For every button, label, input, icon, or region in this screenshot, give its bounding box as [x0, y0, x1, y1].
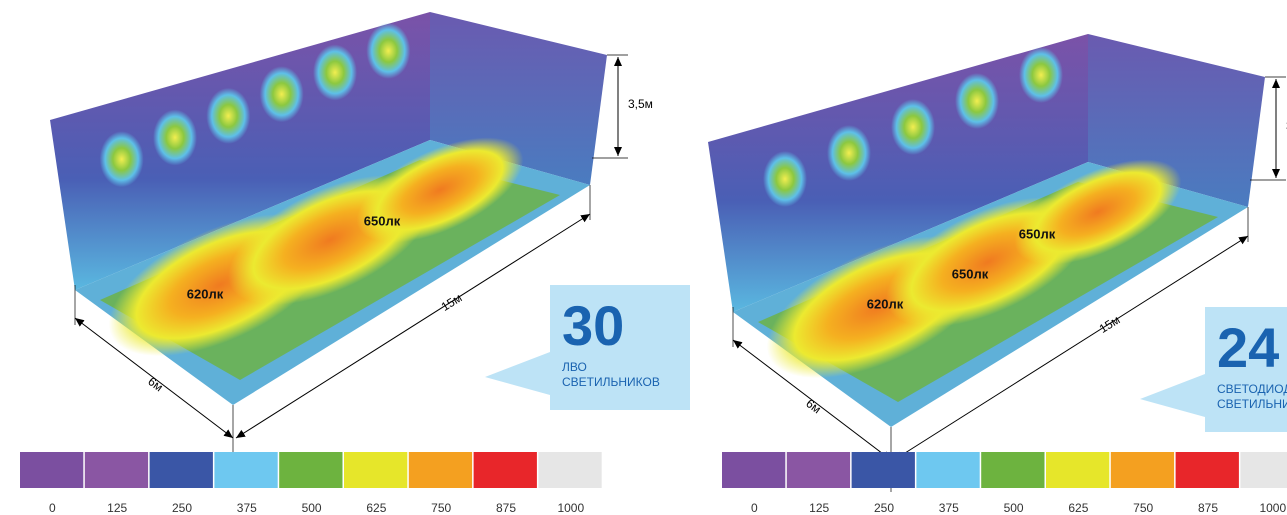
- dim-line: [893, 235, 1249, 461]
- legend-tick: 0: [49, 501, 56, 515]
- wall-light: [153, 109, 197, 166]
- legend-swatch: [1046, 452, 1110, 488]
- fixture-count: 24: [1217, 316, 1279, 379]
- legend-tick: 500: [302, 501, 322, 515]
- wall-light: [99, 131, 144, 188]
- width-label: 6м: [145, 374, 165, 394]
- badge: [485, 285, 690, 410]
- legend-swatch: [1110, 452, 1175, 488]
- length-label: 15м: [439, 291, 465, 314]
- fixture-caption: ЛВО: [562, 360, 587, 374]
- legend-swatch: [851, 452, 915, 488]
- lux-label: 650лк: [952, 266, 989, 281]
- lux-label: 650лк: [364, 213, 401, 228]
- wall-light: [891, 99, 935, 155]
- wall-light: [259, 66, 304, 123]
- legend-swatch: [916, 452, 980, 488]
- legend-swatch: [1240, 452, 1287, 488]
- legend-tick: 375: [939, 501, 959, 515]
- legend-swatch: [408, 452, 473, 488]
- legend-tick: 0: [751, 501, 758, 515]
- legend-tick: 125: [809, 501, 829, 515]
- room-panel: 6м15м3,5м620лк650лк650лк24СВЕТОДИОДНЫХСВ…: [708, 34, 1287, 492]
- legend-tick: 625: [1068, 501, 1088, 515]
- legend-swatch: [786, 452, 851, 488]
- legend-swatch: [1175, 452, 1239, 488]
- wall-light: [955, 73, 999, 129]
- legend-swatch: [981, 452, 1045, 488]
- legend-tick: 375: [237, 501, 257, 515]
- fixture-count: 30: [562, 294, 624, 357]
- height-label: 3,5м: [628, 97, 653, 111]
- lux-label: 620лк: [187, 286, 224, 301]
- legend-tick: 875: [1198, 501, 1218, 515]
- legend-tick: 750: [431, 501, 451, 515]
- legend-tick: 875: [496, 501, 516, 515]
- legend-swatch: [279, 452, 343, 488]
- lux-label: 620лк: [867, 296, 904, 311]
- wall-light: [1019, 47, 1063, 103]
- wall-light: [366, 22, 411, 79]
- legend-tick: 625: [366, 501, 386, 515]
- legend-tick: 250: [172, 501, 192, 515]
- legend-swatch: [214, 452, 278, 488]
- legend-tick: 125: [107, 501, 127, 515]
- legend-tick: 1000: [1259, 501, 1286, 515]
- legend-swatch: [538, 452, 602, 488]
- dim-line: [74, 317, 234, 439]
- fixture-caption: СВЕТИЛЬНИКОВ: [1217, 397, 1287, 411]
- legend-swatch: [84, 452, 149, 488]
- wall-light: [763, 151, 807, 207]
- badge: [1140, 307, 1287, 432]
- lux-label: 650лк: [1019, 226, 1056, 241]
- length-label: 15м: [1097, 313, 1123, 336]
- legend-tick: 1000: [557, 501, 584, 515]
- dim-line: [732, 339, 892, 461]
- legend-swatch: [722, 452, 786, 488]
- legend-tick: 500: [1004, 501, 1024, 515]
- wall-light: [827, 125, 871, 181]
- legend-tick: 750: [1133, 501, 1153, 515]
- legend-swatch: [149, 452, 213, 488]
- fixture-caption: СВЕТОДИОДНЫХ: [1217, 382, 1287, 396]
- legend-tick: 250: [874, 501, 894, 515]
- dim-line: [235, 213, 591, 439]
- fixture-caption: СВЕТИЛЬНИКОВ: [562, 375, 660, 389]
- wall-light: [206, 87, 251, 144]
- legend-swatch: [20, 452, 84, 488]
- legend-swatch: [344, 452, 408, 488]
- legend-swatch: [473, 452, 537, 488]
- width-label: 6м: [803, 396, 823, 416]
- wall-light: [313, 44, 357, 101]
